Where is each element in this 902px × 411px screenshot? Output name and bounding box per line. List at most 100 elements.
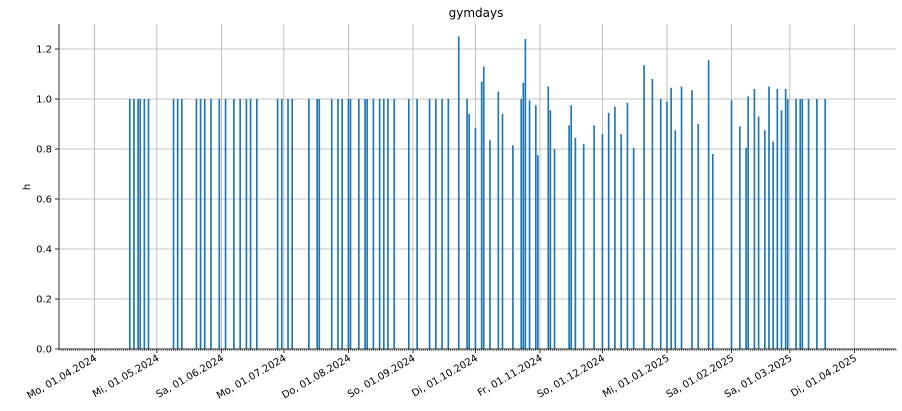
- x-tick-label: Mo, 01.07.2024: [215, 353, 288, 402]
- bar: [524, 39, 527, 349]
- bar: [747, 96, 750, 349]
- chart-title: gymdays: [449, 6, 504, 20]
- bar: [291, 99, 294, 349]
- bar: [457, 36, 460, 349]
- x-tick-label: Mo, 01.04.2024: [26, 353, 99, 402]
- bar: [407, 99, 410, 349]
- bar: [626, 102, 629, 349]
- bar: [474, 127, 477, 349]
- bar: [318, 99, 321, 349]
- bar: [780, 110, 783, 349]
- bar: [534, 105, 537, 349]
- bar: [666, 101, 668, 349]
- y-tick-label: 0.2: [36, 295, 52, 306]
- bar: [245, 99, 248, 349]
- bar: [651, 79, 654, 349]
- bar: [757, 116, 760, 349]
- bar: [549, 110, 552, 349]
- x-tick-label: Di, 01.10.2024: [410, 353, 480, 400]
- bar: [435, 99, 437, 349]
- bar: [172, 99, 175, 349]
- bar: [528, 100, 531, 349]
- bar: [801, 99, 804, 349]
- bars: [128, 36, 827, 349]
- bar: [674, 130, 677, 349]
- axes: [58, 24, 896, 350]
- bar: [480, 81, 483, 349]
- bar: [786, 99, 789, 349]
- bar: [364, 99, 366, 349]
- bar: [776, 89, 779, 349]
- bar: [711, 154, 714, 349]
- bar: [195, 99, 198, 349]
- bar: [670, 87, 672, 349]
- bar: [387, 99, 389, 349]
- bar: [593, 125, 595, 349]
- bar: [574, 137, 577, 349]
- bar: [522, 82, 525, 349]
- bar: [607, 112, 610, 349]
- bar: [276, 99, 279, 349]
- y-tick-label: 1.2: [36, 45, 52, 56]
- bar: [659, 99, 662, 349]
- bar: [697, 124, 700, 349]
- bar: [582, 144, 585, 349]
- bar: [643, 65, 645, 349]
- bar: [447, 99, 450, 349]
- bar: [139, 99, 142, 349]
- bar: [416, 99, 418, 349]
- bar: [378, 99, 381, 349]
- bar: [730, 100, 733, 349]
- bar: [428, 99, 431, 349]
- bar: [176, 99, 179, 349]
- bar: [547, 86, 550, 349]
- y-tick-label: 0.6: [36, 195, 52, 206]
- bar: [337, 99, 339, 349]
- bar: [816, 99, 818, 349]
- bar: [218, 99, 221, 349]
- y-tick-label: 0.0: [36, 345, 52, 356]
- bar: [468, 114, 471, 349]
- bar: [233, 99, 235, 349]
- bar: [553, 149, 556, 349]
- grid: [59, 24, 896, 350]
- bar: [203, 99, 206, 349]
- bar: [308, 99, 310, 349]
- bar: [366, 99, 368, 349]
- bar: [707, 60, 710, 349]
- x-tick-label: Mi, 01.05.2024: [91, 353, 161, 400]
- x-tick-label: Mi, 01.01.2025: [601, 353, 671, 400]
- bar: [799, 99, 802, 349]
- x-tick-label: So, 01.09.2024: [346, 353, 417, 401]
- bar: [753, 89, 756, 349]
- bar: [745, 147, 747, 349]
- bar: [255, 99, 258, 349]
- bar: [512, 145, 514, 349]
- bar: [224, 99, 227, 349]
- bar: [357, 99, 360, 349]
- bar: [349, 99, 352, 349]
- y-tick-label: 0.4: [36, 245, 52, 256]
- bar: [763, 130, 766, 349]
- bar: [441, 99, 443, 349]
- bar: [147, 99, 150, 349]
- x-tick-label: Di, 01.04.2025: [789, 353, 859, 400]
- bar: [466, 99, 468, 349]
- bar: [372, 99, 375, 349]
- bar: [239, 99, 241, 349]
- bar: [382, 99, 385, 349]
- bar: [330, 99, 333, 349]
- bar: [128, 99, 131, 349]
- bar: [568, 125, 570, 349]
- bar: [739, 126, 741, 349]
- bar: [620, 134, 622, 349]
- bar: [280, 99, 283, 349]
- bar: [393, 99, 396, 349]
- bar: [341, 99, 343, 349]
- bar: [137, 99, 139, 349]
- bar: [632, 147, 635, 349]
- bar: [520, 99, 523, 349]
- bar: [501, 114, 504, 349]
